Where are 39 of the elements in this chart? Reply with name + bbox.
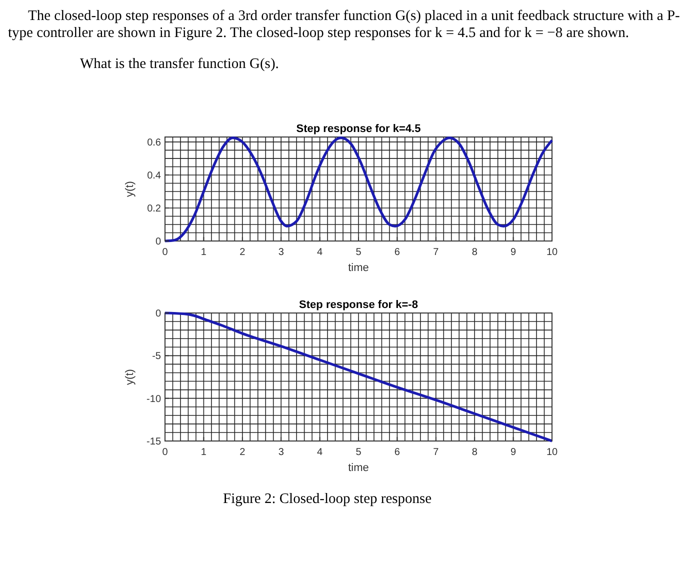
x-tick-label: 8	[472, 447, 478, 458]
x-tick-label: 9	[510, 247, 517, 258]
x-tick-label: 7	[433, 447, 440, 458]
x-tick-label: 10	[546, 247, 558, 258]
x-tick-label: 2	[240, 447, 246, 458]
caption: Figure 2: Closed-loop step response	[223, 491, 433, 508]
y-tick-label: 0.4	[147, 170, 162, 182]
y-tick-label: 0.6	[147, 137, 162, 148]
x-tick-label: 3	[278, 247, 284, 258]
text: The closed-loop step responses of a 3rd order transfer function G(s) placed in a unit feedback structure with a P-type controller are shown in Figure 2. The closed-loop step responses for k = 4.5 and for k = −8 are shown.	[8, 8, 681, 42]
chart-title: Step response for k=4.5	[296, 123, 421, 135]
x-tick-label: 1	[200, 447, 207, 458]
x-axis-title: time	[348, 462, 369, 474]
x-tick-label: 4	[317, 447, 324, 458]
x-tick-label: 4	[317, 247, 324, 258]
y-tick-label: 0	[155, 236, 162, 248]
x-tick-label: 8	[472, 247, 478, 258]
x-tick-label: 5	[356, 447, 362, 458]
y-tick-label: 0	[155, 308, 162, 320]
y-tick-label: 0.2	[147, 203, 162, 214]
x-tick-label: 9	[510, 447, 517, 458]
x-tick-label: 0	[162, 447, 168, 458]
x-tick-label: 6	[394, 247, 400, 258]
x-tick-label: 2	[240, 247, 246, 258]
y-axis-title: y(t)	[124, 369, 136, 385]
x-axis-title: time	[348, 262, 369, 274]
x-tick-label: 10	[546, 447, 558, 458]
x-tick-label: 1	[200, 247, 207, 258]
y-axis-title: y(t)	[124, 181, 136, 197]
x-tick-label: 6	[394, 447, 400, 458]
x-tick-label: 5	[356, 247, 362, 258]
chart-title: Step response for k=-8	[299, 299, 418, 311]
y-tick-label: -15	[146, 436, 162, 448]
text: What is the transfer function G(s).	[80, 56, 280, 73]
x-tick-label: 0	[162, 247, 168, 258]
x-tick-label: 7	[433, 247, 440, 258]
y-tick-label: -5	[152, 351, 162, 362]
y-tick-label: -10	[146, 394, 162, 405]
x-tick-label: 3	[278, 447, 284, 458]
